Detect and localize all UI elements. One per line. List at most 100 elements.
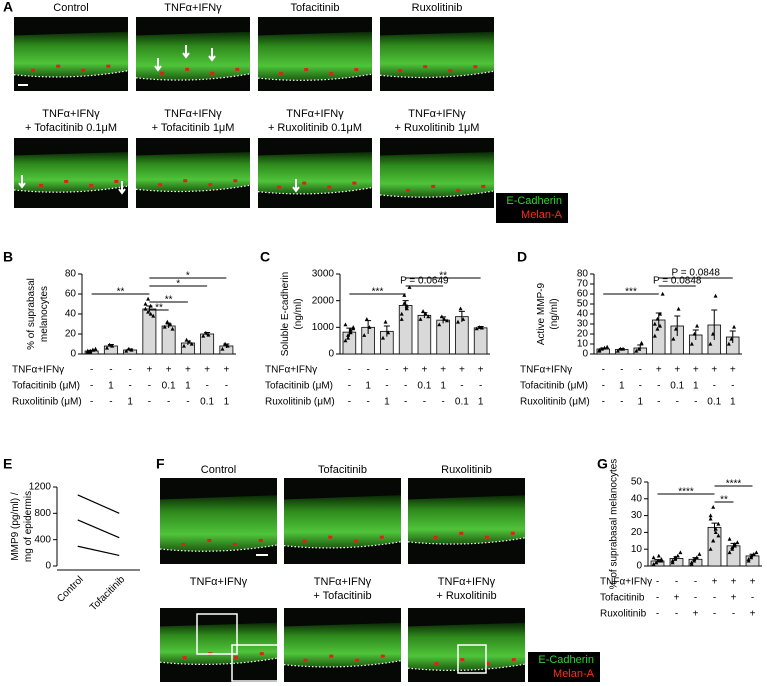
melanocyte (56, 64, 61, 68)
condition-value: - (694, 593, 697, 604)
data-point (673, 555, 678, 560)
condition-value: - (205, 381, 208, 392)
image-caption: Control (201, 464, 236, 476)
panel-letter: B (3, 249, 13, 265)
condition-label: Tofacitinib (μM) (520, 381, 588, 392)
condition-value: + (711, 365, 717, 376)
y-tick-label: 10 (631, 544, 643, 555)
condition-value: - (109, 397, 112, 408)
y-tick-label: 20 (631, 527, 643, 538)
image-caption: TNFα+IFNγ (286, 108, 344, 120)
condition-value: - (675, 609, 678, 620)
image-caption: + Ruxolitinib 0.1μM (268, 122, 362, 134)
condition-value: - (148, 381, 151, 392)
melanocyte (328, 535, 333, 539)
y-tick-label: 50 (577, 299, 589, 310)
condition-value: - (656, 593, 659, 604)
condition-value: - (366, 397, 369, 408)
data-point (711, 505, 716, 509)
y-tick-label: 80 (65, 269, 77, 280)
melanocyte (485, 535, 490, 539)
melanocyte (304, 68, 309, 72)
data-point (348, 330, 353, 335)
data-point (694, 555, 699, 560)
y-axis-label: melanocytes (39, 286, 50, 342)
condition-value: - (348, 365, 351, 376)
data-point (124, 348, 129, 353)
data-point (399, 317, 404, 321)
data-point (727, 536, 732, 541)
data-point (639, 340, 644, 345)
data-point (170, 326, 175, 331)
data-point (749, 553, 754, 558)
condition-value: - (90, 397, 93, 408)
y-axis-label: Soluble E-cadherin (280, 272, 291, 357)
y-tick-label: 1000 (312, 322, 335, 333)
condition-value: - (639, 381, 642, 392)
melanocyte (160, 71, 165, 75)
tissue (380, 152, 494, 198)
melanocyte (431, 184, 436, 188)
condition-value: - (348, 381, 351, 392)
significance-label: **** (678, 487, 694, 498)
condition-label: Tofacitinib (μM) (265, 381, 333, 392)
legend-box (496, 193, 568, 223)
condition-value: - (694, 397, 697, 408)
y-axis-label: (ng/ml) (293, 298, 304, 329)
condition-value: + (693, 365, 699, 376)
data-point (673, 326, 678, 331)
data-point (364, 317, 369, 321)
condition-value: 1 (478, 397, 484, 408)
condition-value: - (90, 381, 93, 392)
condition-value: - (694, 577, 697, 588)
data-point (652, 321, 657, 326)
basal-line (257, 187, 373, 195)
condition-value: - (225, 381, 228, 392)
data-point (652, 333, 657, 338)
condition-label: TNFα+IFNγ (600, 577, 652, 588)
condition-label: TNFα+IFNγ (12, 365, 64, 376)
condition-value: - (441, 397, 444, 408)
tissue (160, 622, 277, 665)
y-axis-label: MMP9 (pg/ml) / (10, 492, 21, 561)
panel-letter: E (3, 456, 12, 472)
basal-line (135, 73, 251, 81)
y-tick-label: 60 (577, 289, 589, 300)
data-point (383, 319, 388, 324)
tissue (408, 622, 525, 671)
data-point (658, 323, 663, 328)
basal-line (13, 185, 129, 193)
y-axis-label: % of suprabasal (26, 278, 37, 350)
data-point (716, 521, 721, 526)
condition-value: 1 (730, 397, 736, 408)
condition-value: - (620, 365, 623, 376)
condition-value: - (602, 365, 605, 376)
data-point (710, 331, 715, 336)
inset (231, 644, 279, 682)
significance-label: ** (439, 271, 447, 282)
bar (398, 305, 413, 355)
condition-value: - (128, 365, 131, 376)
condition-value: 1 (365, 381, 371, 392)
condition-value: - (751, 593, 754, 604)
data-point (713, 526, 718, 531)
melanocyte (185, 67, 190, 71)
panel-letter: D (517, 249, 527, 265)
condition-value: 1 (224, 397, 230, 408)
arrow (18, 175, 26, 189)
condition-value: - (620, 397, 623, 408)
data-point (708, 516, 713, 521)
melanocyte (423, 65, 428, 69)
data-point (442, 317, 447, 321)
y-tick-label: 0 (70, 349, 76, 360)
data-point (189, 341, 194, 346)
condition-value: - (656, 577, 659, 588)
condition-value: + (750, 577, 756, 588)
y-tick-label: 0 (328, 349, 334, 360)
bar (473, 327, 488, 355)
image-caption: TNFα+IFNγ (42, 108, 100, 120)
condition-value: 0.1 (162, 381, 176, 392)
data-point (380, 335, 385, 340)
data-point (708, 547, 713, 551)
significance-label: *** (625, 287, 637, 298)
